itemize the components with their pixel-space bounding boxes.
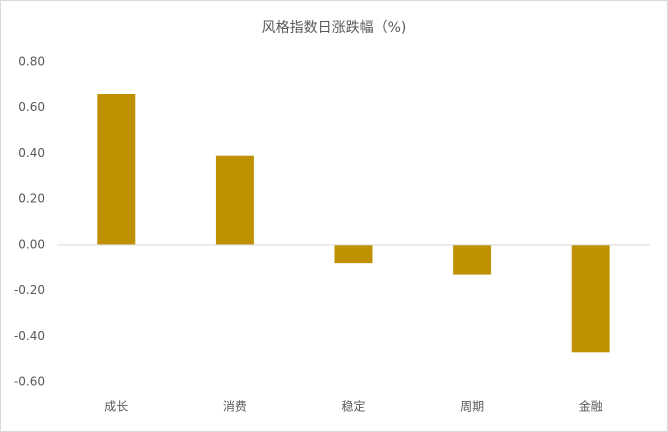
chart-title: 风格指数日涨跌幅（%) [262,20,407,36]
bar [97,94,136,245]
y-tick-label: -0.40 [14,329,45,343]
x-tick-label: 金融 [579,399,603,414]
bar [334,244,373,264]
bar [571,244,610,353]
y-tick-label: 0.20 [18,192,45,206]
y-tick-label: 0.40 [18,146,45,160]
x-tick-label: 稳定 [341,399,365,414]
y-tick-label: 0.00 [18,237,45,251]
y-tick-label: -0.20 [14,283,45,297]
x-tick-label: 消费 [223,400,247,414]
y-tick-label: -0.60 [14,375,45,389]
bar [215,155,254,245]
y-tick-label: 0.60 [18,100,45,114]
y-tick-label: 0.80 [18,55,45,69]
bar [453,244,492,275]
x-tick-label: 成长 [104,400,128,414]
x-tick-label: 周期 [460,400,484,414]
